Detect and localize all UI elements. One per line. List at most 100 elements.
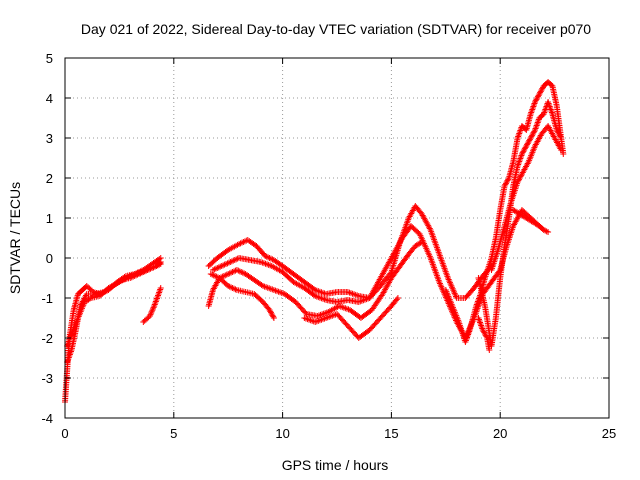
data-point bbox=[548, 82, 555, 88]
data-point bbox=[237, 240, 244, 247]
data-point bbox=[263, 253, 270, 260]
data-point bbox=[533, 96, 540, 103]
data-point bbox=[418, 239, 425, 245]
y-tick-label: -4 bbox=[41, 411, 53, 426]
y-tick-label: 5 bbox=[46, 51, 53, 66]
data-point bbox=[231, 268, 238, 275]
data-point bbox=[557, 133, 564, 140]
data-point bbox=[225, 271, 232, 277]
data-point bbox=[535, 92, 542, 99]
series-track-c bbox=[64, 261, 164, 349]
data-layer bbox=[62, 79, 567, 405]
plot-frame bbox=[64, 57, 610, 419]
data-point bbox=[517, 173, 524, 180]
data-point bbox=[527, 135, 534, 141]
data-point bbox=[558, 147, 565, 153]
data-point bbox=[146, 313, 153, 319]
data-point bbox=[524, 140, 531, 147]
data-point bbox=[207, 271, 214, 277]
data-point bbox=[505, 176, 512, 183]
series-track-i bbox=[301, 295, 401, 341]
data-point bbox=[514, 179, 521, 185]
data-point bbox=[215, 264, 222, 271]
x-tick-label: 20 bbox=[493, 426, 507, 441]
data-point bbox=[236, 268, 243, 275]
data-point bbox=[210, 272, 217, 279]
series-track-d bbox=[140, 285, 164, 325]
chart-title: Day 021 of 2022, Sidereal Day-to-day VTE… bbox=[81, 21, 591, 37]
data-point bbox=[479, 327, 486, 333]
data-point bbox=[516, 175, 523, 181]
data-point bbox=[531, 128, 538, 135]
data-point bbox=[233, 256, 240, 263]
series-track-g bbox=[205, 239, 425, 321]
data-point bbox=[503, 179, 510, 185]
data-point bbox=[231, 285, 238, 292]
data-point bbox=[149, 307, 156, 314]
data-point bbox=[521, 147, 528, 153]
data-point bbox=[534, 95, 541, 101]
data-point bbox=[480, 328, 487, 335]
data-point bbox=[232, 286, 239, 293]
data-point bbox=[523, 143, 530, 149]
data-point bbox=[153, 263, 160, 269]
data-point bbox=[154, 262, 161, 269]
y-axis-label: SDTVAR / TECUs bbox=[7, 182, 23, 294]
data-point bbox=[151, 263, 158, 270]
data-point bbox=[538, 87, 545, 93]
data-point bbox=[235, 267, 242, 274]
data-point bbox=[536, 91, 543, 97]
y-tick-label: 1 bbox=[46, 211, 53, 226]
data-point bbox=[528, 133, 535, 140]
data-point bbox=[156, 261, 163, 268]
data-point bbox=[157, 261, 164, 267]
data-point bbox=[225, 259, 232, 266]
y-tick-label: 3 bbox=[46, 131, 53, 146]
data-point bbox=[157, 285, 164, 291]
data-point bbox=[217, 263, 224, 270]
data-point bbox=[230, 257, 237, 264]
data-point bbox=[258, 282, 265, 288]
tick-labels: 0 5 10 15 20 25 -4 -3 -2 -1 0 1 2 3 4 5 bbox=[41, 51, 616, 441]
y-tick-label: 4 bbox=[46, 91, 53, 106]
data-point bbox=[556, 132, 563, 139]
data-point bbox=[266, 307, 273, 313]
data-point bbox=[150, 304, 157, 311]
data-point bbox=[522, 144, 529, 151]
data-point bbox=[150, 264, 157, 271]
data-point bbox=[213, 273, 220, 280]
data-point bbox=[483, 333, 490, 340]
data-point bbox=[227, 259, 234, 265]
data-point bbox=[266, 255, 273, 261]
data-point bbox=[225, 283, 232, 289]
y-tick-label: -2 bbox=[41, 331, 53, 346]
data-point bbox=[518, 151, 525, 157]
data-point bbox=[524, 141, 531, 148]
data-point bbox=[526, 137, 533, 144]
data-point bbox=[525, 139, 532, 145]
series-track-e bbox=[205, 203, 495, 301]
data-point bbox=[149, 265, 156, 271]
data-point bbox=[265, 254, 272, 261]
data-point bbox=[228, 284, 235, 291]
data-point bbox=[543, 228, 550, 235]
data-point bbox=[236, 241, 243, 247]
data-point bbox=[214, 265, 221, 271]
data-point bbox=[482, 332, 489, 339]
data-point bbox=[223, 271, 230, 278]
data-point bbox=[526, 136, 533, 143]
data-point bbox=[148, 308, 155, 315]
data-point bbox=[228, 269, 235, 276]
data-point bbox=[393, 296, 400, 303]
series-track-j bbox=[442, 79, 567, 345]
data-point bbox=[426, 225, 433, 232]
data-point bbox=[519, 149, 526, 156]
data-point bbox=[387, 270, 394, 277]
data-point bbox=[545, 229, 552, 235]
data-point bbox=[529, 131, 536, 137]
data-point bbox=[147, 311, 154, 318]
series-track-n bbox=[475, 315, 493, 353]
data-point bbox=[560, 151, 567, 157]
x-axis-label: GPS time / hours bbox=[282, 457, 389, 473]
data-point bbox=[239, 269, 246, 276]
